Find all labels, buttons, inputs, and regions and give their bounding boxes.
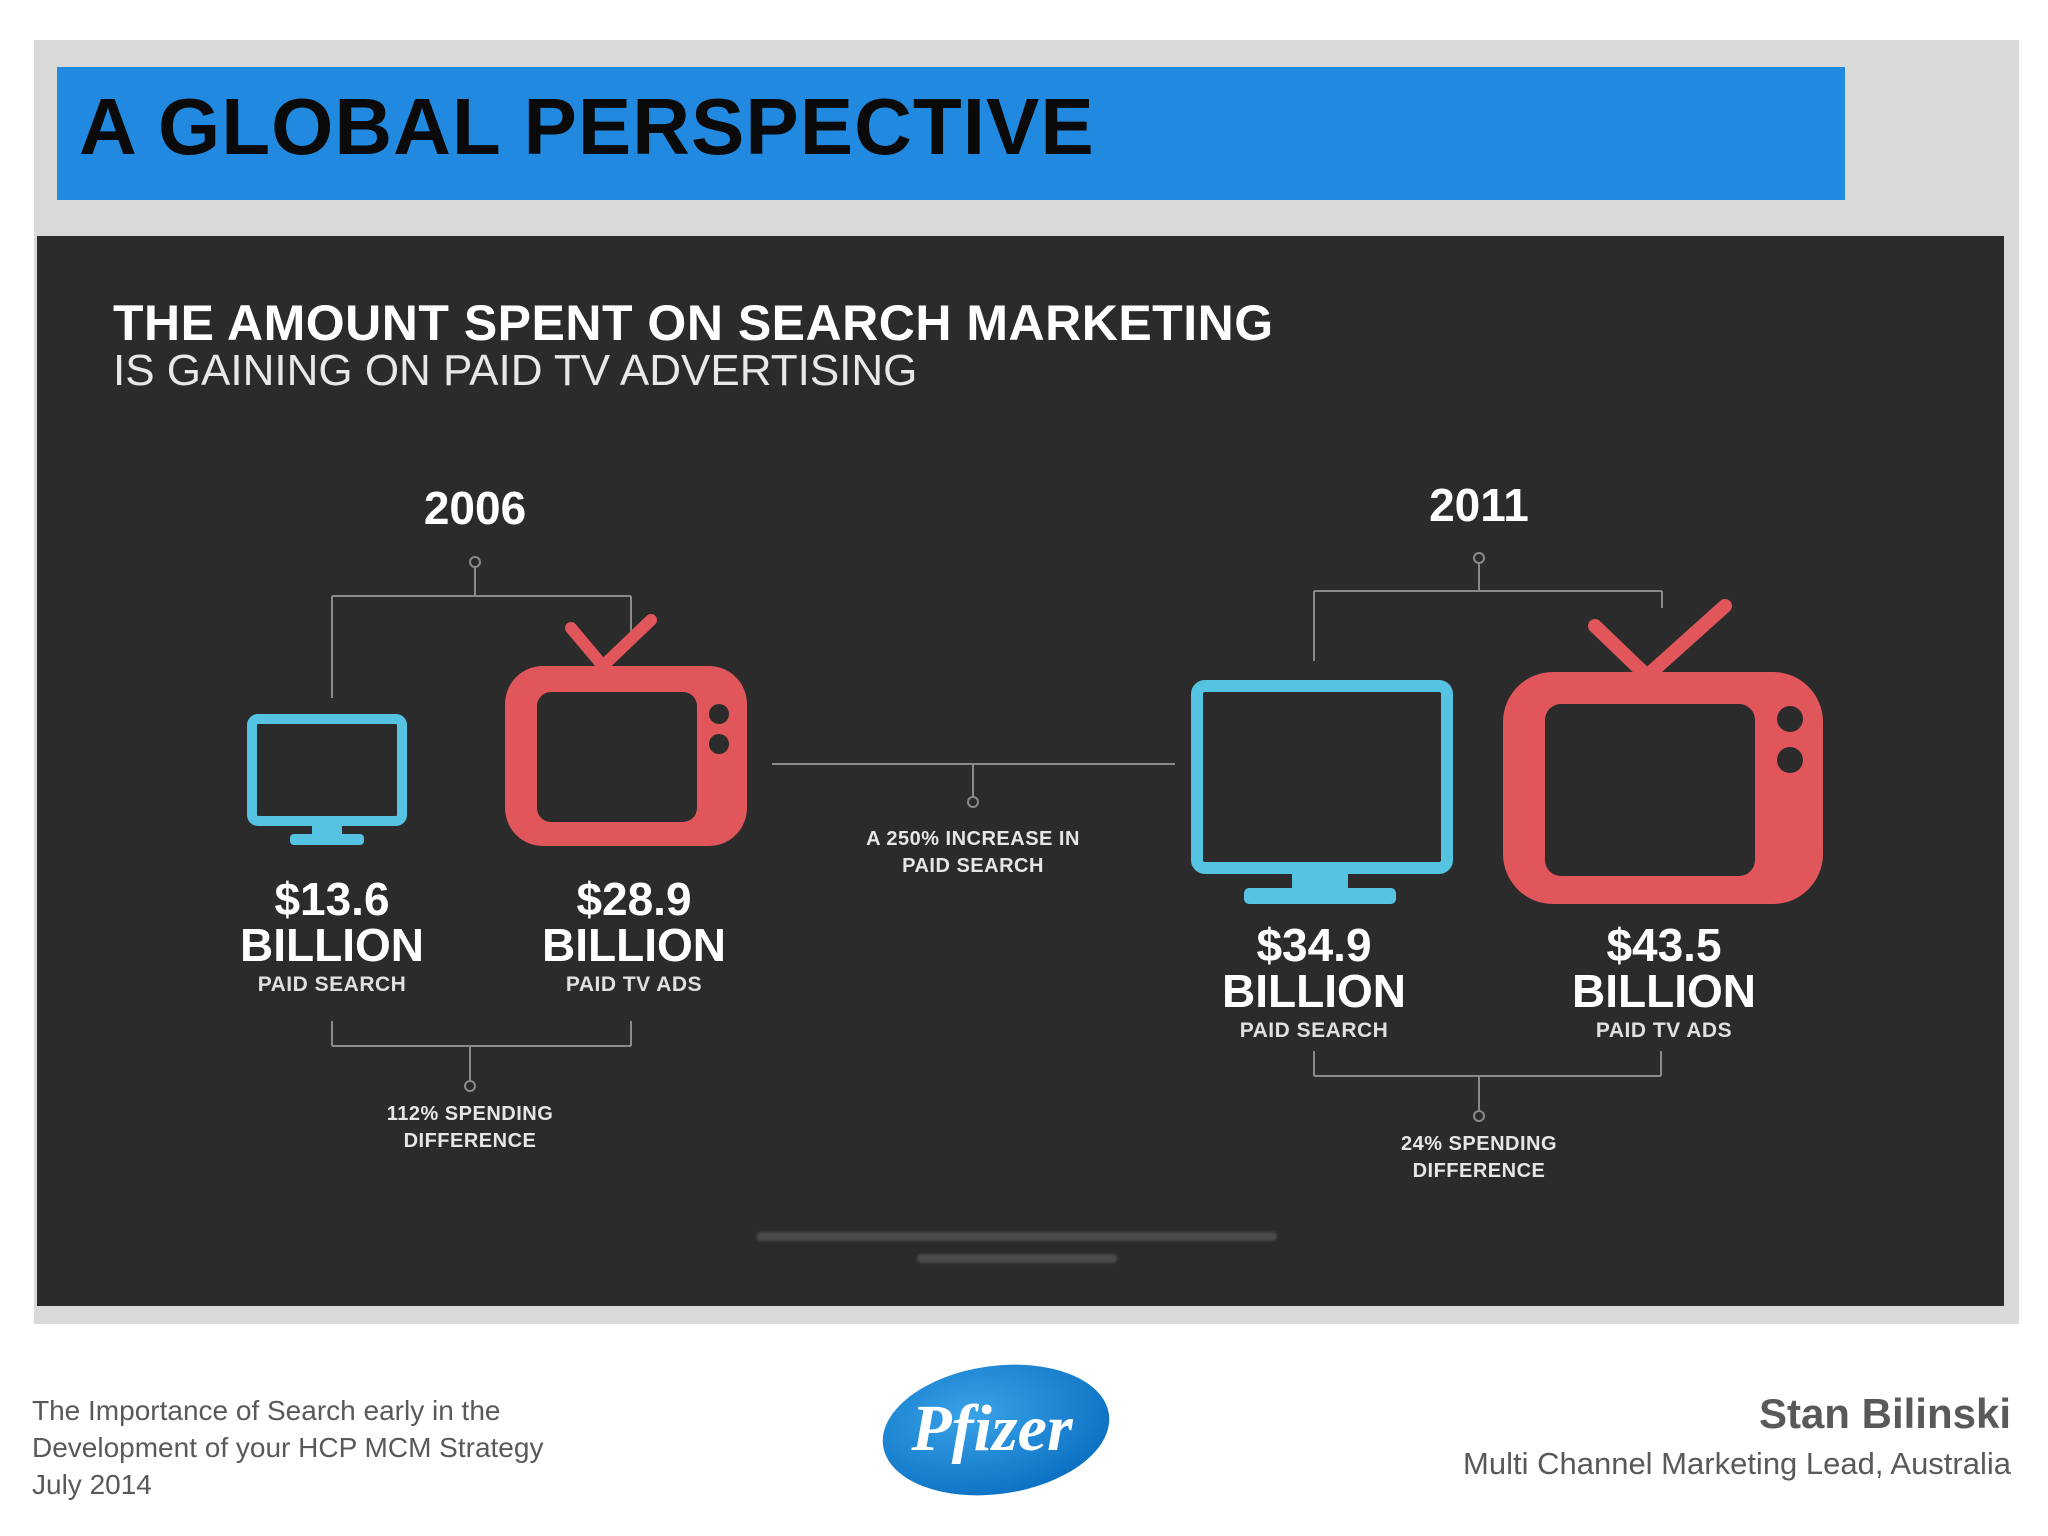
increase-note: A 250% INCREASE IN PAID SEARCH	[853, 826, 1093, 880]
tv-unit-2006: BILLION	[542, 919, 726, 971]
search-label-2006: PAID SEARCH	[257, 973, 407, 996]
search-unit-2011: BILLION	[1222, 965, 1406, 1017]
presenter-name: Stan Bilinski	[1758, 1390, 2011, 1437]
difference-line1-2006: 112% SPENDING	[386, 1103, 554, 1125]
increase-line1: A 250% INCREASE IN	[866, 828, 1080, 850]
amount-tv-2006: $28.9 BILLION PAID TV ADS	[509, 876, 759, 995]
amount-tv-2011: $43.5 BILLION PAID TV ADS	[1539, 922, 1789, 1041]
search-value-2006: $13.6	[274, 873, 390, 925]
search-label-2011: PAID SEARCH	[1239, 1019, 1389, 1042]
tv-unit-2011: BILLION	[1572, 965, 1756, 1017]
infographic-panel: THE AMOUNT SPENT ON SEARCH MARKETING IS …	[37, 236, 2004, 1306]
presentation-date: July 2014	[32, 1469, 152, 1500]
difference-line1-2011: 24% SPENDING	[1400, 1133, 1558, 1155]
search-unit-2006: BILLION	[240, 919, 424, 971]
tv-value-2011: $43.5	[1606, 919, 1722, 971]
infographic-subheadline: IS GAINING ON PAID TV ADVERTISING	[113, 346, 918, 395]
difference-note-2006: 112% SPENDING DIFFERENCE	[355, 1101, 585, 1155]
tv-label-2011: PAID TV ADS	[1595, 1019, 1733, 1042]
presenter-role: Multi Channel Marketing Lead, Australia	[1463, 1446, 2011, 1481]
search-value-2011: $34.9	[1256, 919, 1372, 971]
difference-line2-2006: DIFFERENCE	[403, 1130, 537, 1152]
presentation-title-line1: The Importance of Search early in the	[32, 1395, 501, 1426]
pfizer-logo: Pfizer	[880, 1362, 1112, 1503]
monitor-icon-2006	[247, 714, 407, 845]
difference-note-2011: 24% SPENDING DIFFERENCE	[1364, 1131, 1594, 1185]
connector-graphics	[247, 552, 1823, 1122]
tv-icon-2011	[1503, 599, 1823, 904]
footer-presentation-info: The Importance of Search early in the De…	[32, 1392, 543, 1503]
year-label-2006: 2006	[423, 482, 527, 534]
year-label-2011: 2011	[1429, 479, 1529, 531]
difference-line2-2011: DIFFERENCE	[1412, 1160, 1546, 1182]
tv-label-2006: PAID TV ADS	[565, 973, 703, 996]
increase-line2: PAID SEARCH	[902, 855, 1044, 877]
tv-icon-2006	[505, 614, 747, 846]
monitor-icon-2011	[1191, 680, 1453, 904]
source-note-illegible	[737, 1228, 1297, 1274]
infographic-headline: THE AMOUNT SPENT ON SEARCH MARKETING	[113, 295, 1274, 351]
tv-value-2006: $28.9	[576, 873, 692, 925]
presentation-title-line2: Development of your HCP MCM Strategy	[32, 1432, 544, 1463]
title-bar: A GLOBAL PERSPECTIVE	[57, 67, 1845, 200]
amount-search-2006: $13.6 BILLION PAID SEARCH	[207, 876, 457, 995]
amount-search-2011: $34.9 BILLION PAID SEARCH	[1189, 922, 1439, 1041]
slide-title: A GLOBAL PERSPECTIVE	[79, 82, 1095, 171]
pfizer-logo-text: Pfizer	[910, 1392, 1074, 1465]
